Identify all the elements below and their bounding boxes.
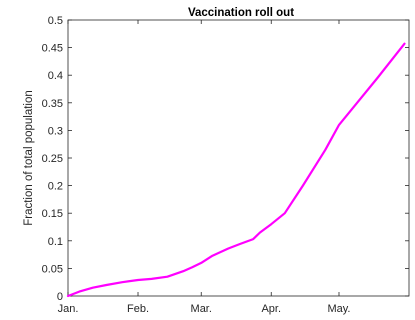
series-layer	[66, 42, 406, 298]
x-axis: Jan. Feb. Mar. Apr. May.	[58, 20, 351, 315]
y-tick-label: 0.15	[42, 208, 63, 220]
y-axis-title: Fraction of total population	[23, 90, 35, 226]
y-tick-label: 0.2	[48, 181, 63, 193]
x-tick-label: Jan.	[58, 303, 79, 315]
y-tick-label: 0.1	[48, 236, 63, 248]
x-tick-label: Apr.	[261, 303, 281, 315]
y-tick-label: 0.35	[42, 98, 63, 110]
y-tick-label: 0.3	[48, 125, 63, 137]
x-tick-label: Feb.	[127, 303, 149, 315]
chart-title: Vaccination roll out	[188, 7, 294, 19]
series-line	[66, 42, 406, 298]
y-tick-label: 0.5	[48, 15, 63, 27]
x-tick-label: May.	[327, 303, 350, 315]
y-tick-label: 0.05	[42, 263, 63, 275]
plot-area	[67, 19, 410, 297]
plot-frame	[67, 19, 410, 297]
y-tick-label: 0.25	[42, 153, 63, 165]
y-axis: 0 0.05 0.1 0.15 0.2 0.25 0.3 0.35 0.4 0.45 0.5	[42, 15, 409, 303]
x-tick-label: Mar.	[191, 303, 212, 315]
y-tick-label: 0	[57, 291, 63, 303]
y-tick-label: 0.4	[48, 70, 63, 82]
y-tick-label: 0.45	[42, 43, 63, 55]
